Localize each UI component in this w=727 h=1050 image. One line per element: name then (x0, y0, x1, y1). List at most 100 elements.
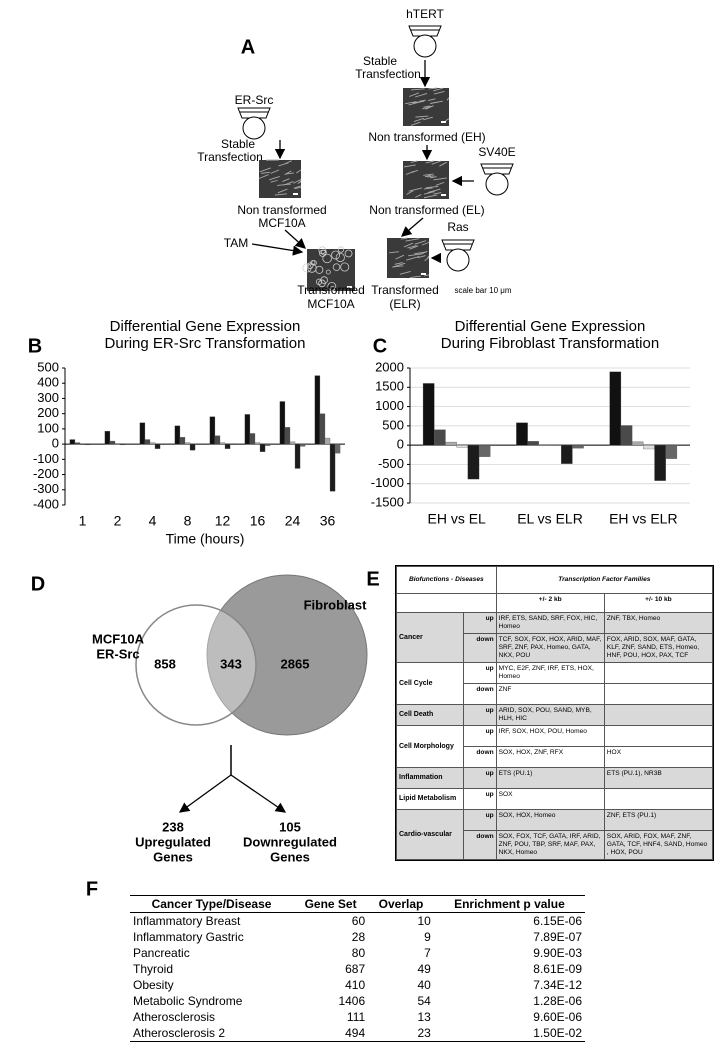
cell (433, 192, 442, 195)
cell (429, 176, 437, 179)
x-tick-label: 24 (285, 513, 301, 529)
table-row: Thyroid 687 49 8.61E-09 (130, 961, 585, 977)
bar (154, 443, 161, 449)
y-tick-label: 300 (37, 390, 59, 405)
y-tick-label: -500 (378, 456, 404, 471)
label: ER-Src (96, 646, 139, 661)
vector-icon (408, 25, 442, 37)
cell: 494 (293, 1025, 369, 1042)
column-header: Overlap (368, 895, 434, 913)
label: B (28, 335, 42, 357)
y-tick-label: 1000 (375, 398, 404, 413)
cell (344, 249, 353, 258)
cell: 40 (417, 978, 431, 992)
cell (408, 187, 423, 192)
tf-cell: ZNF (495, 683, 605, 705)
cell (325, 269, 331, 275)
label: MCF10A (307, 297, 354, 311)
bar (259, 443, 266, 452)
cell (439, 161, 447, 167)
cell (407, 245, 417, 249)
bar (184, 442, 191, 445)
cell: 7 (424, 946, 431, 960)
bar (643, 444, 655, 450)
table-row: Metabolic Syndrome 1406 54 1.28E-06 (130, 993, 585, 1009)
column-header: Gene Set (293, 895, 369, 913)
x-tick-label: 12 (215, 513, 231, 529)
table-row: Cancer up IRF, ETS, SAND, SRF, FOX, HIC, H… (396, 612, 714, 663)
cell (415, 194, 422, 198)
bar (289, 441, 296, 445)
arrow (284, 229, 306, 249)
table-row: Lipid Metabolism up SOX (396, 788, 714, 810)
bar (538, 444, 551, 446)
tf-cell: SOX, FOX, TCF, GATA, IRF, ARID, ZNF, POU… (495, 830, 605, 860)
tf-cell: SOX (495, 788, 605, 810)
label: C (373, 335, 387, 357)
cell (417, 255, 426, 259)
cell (433, 87, 444, 92)
scale-bar (441, 194, 446, 196)
header-cell: Biofunctions - Diseases (396, 566, 497, 594)
cell (277, 183, 291, 186)
cell (293, 185, 302, 189)
cell (424, 274, 430, 277)
cell (423, 116, 433, 121)
label: SV40E (478, 145, 515, 159)
cell (430, 100, 443, 104)
label: Non transformed (EH) (368, 130, 485, 144)
cell: Thyroid (133, 962, 174, 976)
tf-cell (603, 662, 714, 684)
cell (274, 193, 287, 196)
scale-bar (293, 193, 298, 195)
cell (282, 178, 290, 182)
label: Differential Gene Expression (455, 318, 646, 335)
cell (411, 169, 418, 173)
tf-cell: HOX (603, 746, 714, 768)
table-e: Biofunctions - Diseases Transcription Fac… (395, 565, 714, 861)
table-row: Atherosclerosis 2 494 23 1.50E-02 (130, 1025, 585, 1042)
cell (389, 251, 399, 254)
cell (296, 169, 302, 174)
cell: 60 (351, 914, 366, 928)
cell: 1.50E-02 (433, 1025, 585, 1042)
bar (139, 422, 146, 445)
bar (334, 443, 341, 454)
bar (478, 444, 491, 457)
vector-icon (441, 239, 475, 251)
y-tick-label: 2000 (375, 359, 404, 374)
bar (299, 443, 306, 447)
tf-cell: TCF, SOX, FOX, HOX, ARID, MAF, SRF, ZNF,… (495, 633, 605, 663)
table-row: Atherosclerosis 111 13 9.60E-06 (130, 1009, 585, 1025)
cell (395, 254, 405, 260)
scale-bar (347, 286, 352, 288)
cell: Inflammatory Gastric (133, 930, 244, 944)
cell (412, 100, 425, 104)
cell (403, 242, 414, 248)
direction-cell: up (462, 662, 497, 684)
cell (408, 253, 422, 257)
tf-cell: IRF, SOX, HOX, POU, Homeo (495, 725, 605, 747)
y-tick-label: 500 (37, 359, 59, 374)
cell (414, 240, 427, 245)
cell: 6.15E-06 (533, 914, 582, 928)
header-row: Cancer Type/Disease Gene Set Overlap Enrich… (130, 895, 585, 913)
bar (84, 443, 91, 446)
cell (259, 167, 271, 173)
tf-cell: FOX, ARID, SOX, MAF, GATA, KLF, ZNF, SAN… (603, 633, 714, 663)
arrow (251, 243, 304, 256)
bar (244, 414, 251, 445)
cell (422, 105, 434, 110)
cell (298, 179, 302, 184)
x-tick-label: 16 (250, 513, 266, 529)
tf-cell: ETS (PU.1) (495, 767, 605, 789)
cell (270, 179, 278, 183)
bar (109, 440, 116, 445)
cell (293, 179, 302, 184)
cell (406, 190, 414, 195)
direction-cell: up (462, 809, 497, 831)
bar (665, 444, 678, 459)
cell (332, 263, 341, 271)
